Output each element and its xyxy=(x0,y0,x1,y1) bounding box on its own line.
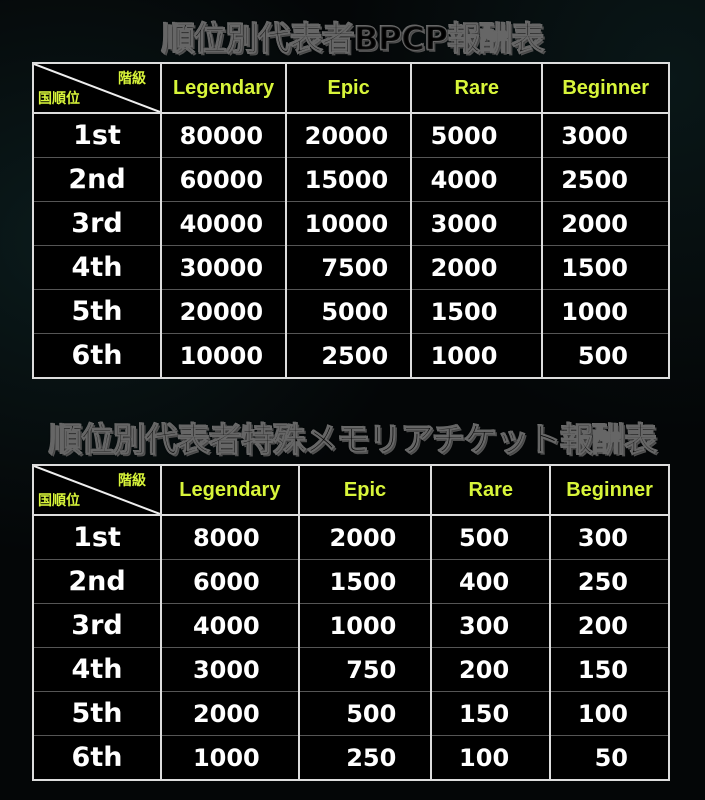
rank-cell: 5th xyxy=(32,691,162,736)
rank-cell: 1st xyxy=(32,514,162,560)
corner-cell: 階級国順位 xyxy=(32,62,162,114)
corner-label-rank: 国順位 xyxy=(38,90,80,106)
column-header: Beginner xyxy=(541,62,670,114)
value-cell: 20000 xyxy=(159,289,288,334)
header-row: 階級 国順位 Legendary Epic Rare Beginner xyxy=(32,62,670,114)
table-row: 4th 3000 750 200 150 xyxy=(32,647,670,692)
reward-table: 階級 国順位 Legendary Epic Rare Beginner 1st 80000 20… xyxy=(32,62,670,379)
value-cell: 1000 xyxy=(160,735,300,781)
value-cell: 1000 xyxy=(297,603,433,648)
rank-cell: 4th xyxy=(32,647,162,692)
column-header: Epic xyxy=(285,62,413,114)
value-cell: 400 xyxy=(430,559,552,604)
value-cell: 150 xyxy=(549,647,670,692)
rank-cell: 3rd xyxy=(32,201,162,246)
value-cell: 30000 xyxy=(159,245,288,290)
table-title: 順位別代表者BPCP報酬表 xyxy=(0,12,705,60)
value-cell: 2000 xyxy=(541,201,670,246)
value-cell: 1500 xyxy=(410,289,544,334)
rank-cell: 2nd xyxy=(32,559,162,604)
value-cell: 150 xyxy=(430,691,552,736)
corner-cell: 階級国順位 xyxy=(32,464,162,516)
value-cell: 750 xyxy=(297,647,433,692)
value-cell: 500 xyxy=(541,333,670,379)
value-cell: 10000 xyxy=(285,201,413,246)
table-row: 3rd 40000 10000 3000 2000 xyxy=(32,201,670,246)
value-cell: 500 xyxy=(430,514,552,560)
diagonal-divider xyxy=(34,466,160,514)
value-cell: 300 xyxy=(430,603,552,648)
value-cell: 6000 xyxy=(160,559,300,604)
value-cell: 2500 xyxy=(285,333,413,379)
value-cell: 250 xyxy=(297,735,433,781)
rank-cell: 6th xyxy=(32,735,162,781)
value-cell: 15000 xyxy=(285,157,413,202)
value-cell: 1500 xyxy=(541,245,670,290)
rank-cell: 1st xyxy=(32,112,162,158)
column-header: Legendary xyxy=(160,464,300,516)
value-cell: 50 xyxy=(549,735,670,781)
value-cell: 1500 xyxy=(297,559,433,604)
column-header: Epic xyxy=(297,464,433,516)
value-cell: 1000 xyxy=(410,333,544,379)
corner-label-tier: 階級 xyxy=(118,472,146,488)
value-cell: 5000 xyxy=(410,112,544,158)
value-cell: 100 xyxy=(549,691,670,736)
table-row: 3rd 4000 1000 300 200 xyxy=(32,603,670,648)
value-cell: 8000 xyxy=(160,514,300,560)
value-cell: 10000 xyxy=(159,333,288,379)
table-row: 1st 80000 20000 5000 3000 xyxy=(32,112,670,158)
rank-cell: 5th xyxy=(32,289,162,334)
value-cell: 250 xyxy=(549,559,670,604)
corner-label-rank: 国順位 xyxy=(38,492,80,508)
diagonal-divider xyxy=(34,64,160,112)
table-row: 2nd 60000 15000 4000 2500 xyxy=(32,157,670,202)
value-cell: 5000 xyxy=(285,289,413,334)
rank-cell: 6th xyxy=(32,333,162,379)
table-row: 4th 30000 7500 2000 1500 xyxy=(32,245,670,290)
value-cell: 300 xyxy=(549,514,670,560)
table-row: 2nd 6000 1500 400 250 xyxy=(32,559,670,604)
column-header: Beginner xyxy=(549,464,670,516)
header-row: 階級 国順位 Legendary Epic Rare Beginner xyxy=(32,464,670,516)
value-cell: 2000 xyxy=(160,691,300,736)
rank-cell: 4th xyxy=(32,245,162,290)
rank-cell: 2nd xyxy=(32,157,162,202)
column-header: Legendary xyxy=(159,62,288,114)
value-cell: 4000 xyxy=(410,157,544,202)
value-cell: 200 xyxy=(549,603,670,648)
value-cell: 4000 xyxy=(160,603,300,648)
table-title: 順位別代表者特殊メモリアチケット報酬表 xyxy=(0,413,705,461)
value-cell: 7500 xyxy=(285,245,413,290)
column-header: Rare xyxy=(430,464,552,516)
table-row: 5th 20000 5000 1500 1000 xyxy=(32,289,670,334)
value-cell: 2500 xyxy=(541,157,670,202)
value-cell: 3000 xyxy=(541,112,670,158)
value-cell: 3000 xyxy=(160,647,300,692)
table-row: 6th 10000 2500 1000 500 xyxy=(32,333,670,379)
value-cell: 1000 xyxy=(541,289,670,334)
value-cell: 500 xyxy=(297,691,433,736)
table-row: 5th 2000 500 150 100 xyxy=(32,691,670,736)
value-cell: 40000 xyxy=(159,201,288,246)
value-cell: 100 xyxy=(430,735,552,781)
column-header: Rare xyxy=(410,62,544,114)
value-cell: 20000 xyxy=(285,112,413,158)
value-cell: 60000 xyxy=(159,157,288,202)
value-cell: 2000 xyxy=(410,245,544,290)
corner-label-tier: 階級 xyxy=(118,70,146,86)
reward-table: 階級 国順位 Legendary Epic Rare Beginner 1st 8000 200… xyxy=(32,464,670,781)
value-cell: 3000 xyxy=(410,201,544,246)
table-row: 6th 1000 250 100 50 xyxy=(32,735,670,781)
value-cell: 80000 xyxy=(159,112,288,158)
rank-cell: 3rd xyxy=(32,603,162,648)
value-cell: 2000 xyxy=(297,514,433,560)
value-cell: 200 xyxy=(430,647,552,692)
table-row: 1st 8000 2000 500 300 xyxy=(32,514,670,560)
